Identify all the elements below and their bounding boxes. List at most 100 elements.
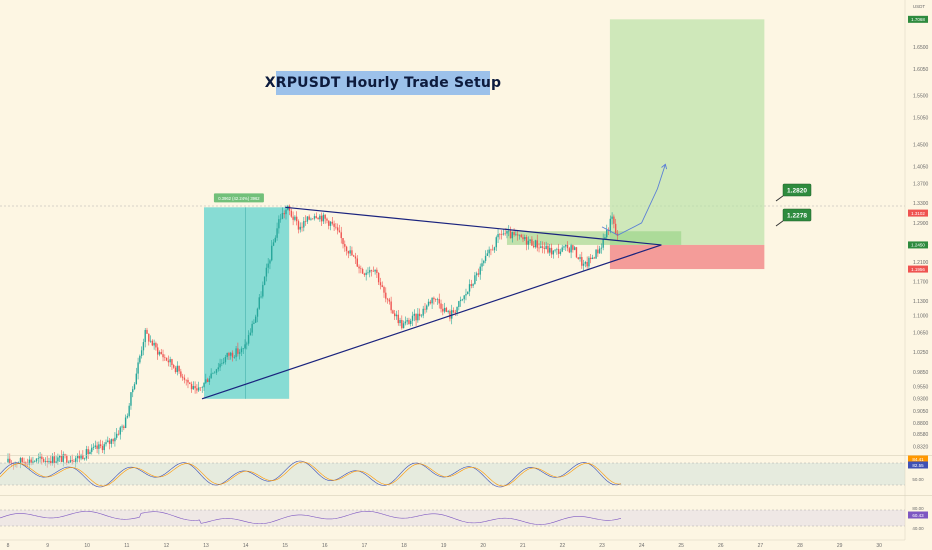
bearish-candle: [577, 257, 579, 259]
bearish-candle: [73, 461, 75, 462]
bearish-candle: [183, 377, 186, 380]
bullish-candle: [506, 230, 508, 234]
bearish-candle: [340, 232, 342, 239]
bullish-candle: [48, 461, 50, 463]
price-callout-box[interactable]: [782, 183, 812, 197]
bullish-candle: [32, 461, 34, 463]
x-tick-label: 23: [599, 543, 605, 549]
bullish-candle: [552, 250, 554, 255]
bullish-candle: [246, 343, 248, 345]
bullish-candle: [242, 348, 244, 349]
bullish-candle: [265, 267, 268, 277]
bearish-candle: [424, 308, 426, 310]
bearish-candle: [112, 439, 114, 442]
bearish-candle: [78, 455, 80, 459]
bullish-candle: [142, 342, 145, 351]
bullish-candle: [34, 461, 36, 462]
price-callout-label: 1.2278: [787, 212, 807, 219]
bullish-candle: [563, 246, 565, 248]
bullish-candle: [417, 313, 419, 321]
bullish-candle: [508, 230, 510, 232]
bearish-candle: [231, 352, 234, 358]
bullish-candle: [110, 439, 113, 444]
price-marker-label: 1.3102: [911, 211, 925, 216]
bearish-candle: [520, 234, 522, 238]
y-tick-label: 1.6500: [913, 45, 929, 51]
bullish-candle: [468, 284, 471, 292]
bearish-candle: [25, 462, 27, 465]
x-tick-label: 29: [837, 543, 843, 549]
bearish-candle: [228, 352, 230, 356]
bearish-candle: [66, 455, 68, 463]
bearish-candle: [513, 232, 515, 235]
rsi-axis-label: 82.55: [912, 463, 924, 468]
stoch-axis-label: 40.00: [912, 526, 924, 531]
bearish-candle: [499, 234, 501, 235]
price-marker-tag: [908, 15, 928, 23]
bearish-candle: [376, 269, 378, 273]
triangle-upper-trendline[interactable]: [285, 206, 662, 246]
bearish-candle: [237, 348, 239, 354]
bullish-candle: [67, 462, 70, 463]
bearish-candle: [331, 221, 334, 224]
projected-price-path[interactable]: [601, 164, 666, 236]
bullish-candle: [488, 249, 490, 254]
triangle-lower-trendline[interactable]: [201, 244, 662, 400]
bullish-candle: [406, 320, 408, 322]
bearish-candle: [392, 310, 394, 314]
bullish-candle: [105, 442, 107, 445]
main-price-panel[interactable]: 0.3962 (42.24%) 3962 1.2820 1.2278: [0, 19, 905, 471]
bullish-candle: [221, 363, 223, 364]
bullish-candle: [44, 461, 47, 462]
bearish-candle: [99, 444, 102, 446]
bearish-candle: [171, 359, 173, 366]
bullish-candle: [402, 323, 405, 329]
x-tick-label: 10: [84, 543, 90, 549]
bearish-candle: [516, 234, 519, 236]
measure-label: 0.3962 (42.24%) 3962: [218, 196, 260, 201]
bearish-candle: [151, 340, 154, 346]
stop-loss-zone[interactable]: [609, 244, 765, 270]
bullish-candle: [349, 250, 351, 254]
bearish-candle: [572, 245, 574, 250]
bullish-candle: [39, 456, 41, 459]
take-profit-zone[interactable]: [609, 19, 765, 245]
bullish-candle: [201, 387, 203, 388]
bearish-candle: [187, 379, 189, 383]
bullish-candle: [322, 214, 325, 222]
bullish-candle: [606, 229, 608, 238]
x-tick-label: 18: [401, 543, 407, 549]
bullish-candle: [135, 373, 138, 385]
bearish-candle: [557, 249, 560, 254]
bearish-candle: [164, 357, 166, 358]
bullish-candle: [253, 322, 255, 324]
bearish-candle: [390, 301, 392, 311]
bullish-candle: [303, 221, 305, 228]
stochastic-indicator-panel[interactable]: 80.00 60.43 40.00: [0, 495, 932, 531]
price-callout-box[interactable]: [782, 208, 812, 222]
x-tick-label: 12: [164, 543, 170, 549]
bullish-candle: [472, 284, 474, 286]
bearish-candle: [10, 463, 13, 464]
bearish-candle: [429, 301, 432, 304]
bullish-candle: [224, 357, 227, 363]
bearish-candle: [312, 218, 314, 220]
bullish-candle: [215, 369, 218, 373]
bullish-candle: [28, 459, 31, 465]
bullish-candle: [256, 308, 259, 317]
bearish-candle: [173, 365, 175, 368]
stoch-axis-label: 80.00: [912, 506, 924, 511]
bearish-candle: [71, 460, 73, 462]
bullish-candle: [467, 291, 469, 295]
y-tick-label: 1.6050: [913, 67, 929, 73]
bullish-candle: [219, 363, 221, 368]
bullish-candle: [212, 372, 214, 374]
bearish-candle: [155, 343, 157, 348]
bullish-candle: [559, 251, 562, 254]
bullish-candle: [595, 249, 597, 259]
bullish-candle: [540, 246, 542, 248]
bearish-candle: [351, 250, 353, 256]
bullish-candle: [573, 247, 576, 250]
